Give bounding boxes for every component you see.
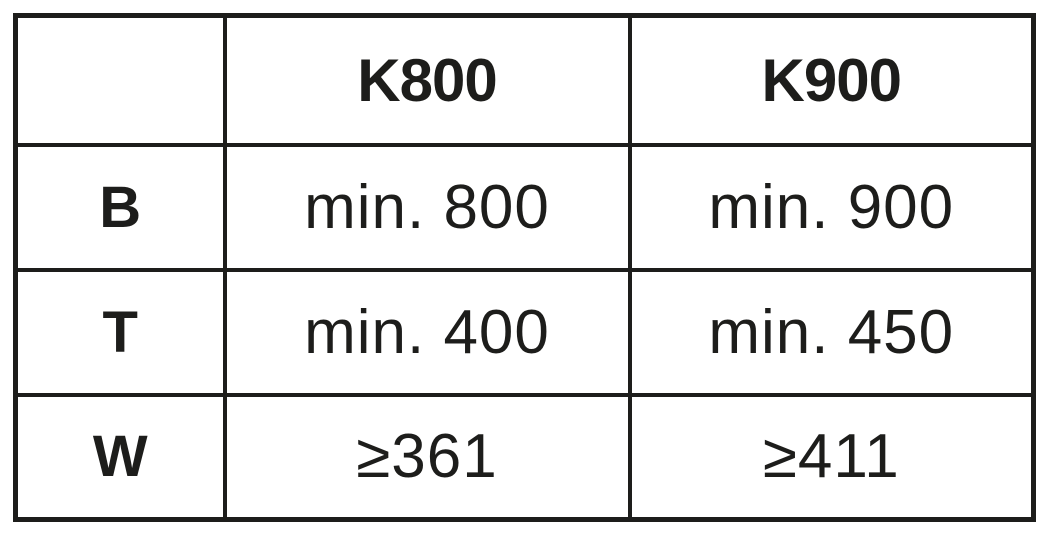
cell-b-k900: min. 900 [627,142,1036,272]
cell-t-k900: min. 450 [627,267,1036,397]
column-header-k900: K900 [627,13,1036,147]
cell-w-k800: ≥361 [222,392,632,522]
table-row-b: B min. 800 min. 900 [13,142,1036,272]
corner-cell [13,13,227,147]
dimensions-spec-table: K800 K900 B min. 800 min. 900 T min. 400… [13,13,1036,522]
column-header-k800: K800 [222,13,632,147]
row-label-w: W [13,392,227,522]
table-row-t: T min. 400 min. 450 [13,267,1036,397]
row-label-t: T [13,267,227,397]
table-row-w: W ≥361 ≥411 [13,392,1036,522]
cell-t-k800: min. 400 [222,267,632,397]
row-label-b: B [13,142,227,272]
cell-b-k800: min. 800 [222,142,632,272]
cell-w-k900: ≥411 [627,392,1036,522]
header-row: K800 K900 [13,13,1036,147]
